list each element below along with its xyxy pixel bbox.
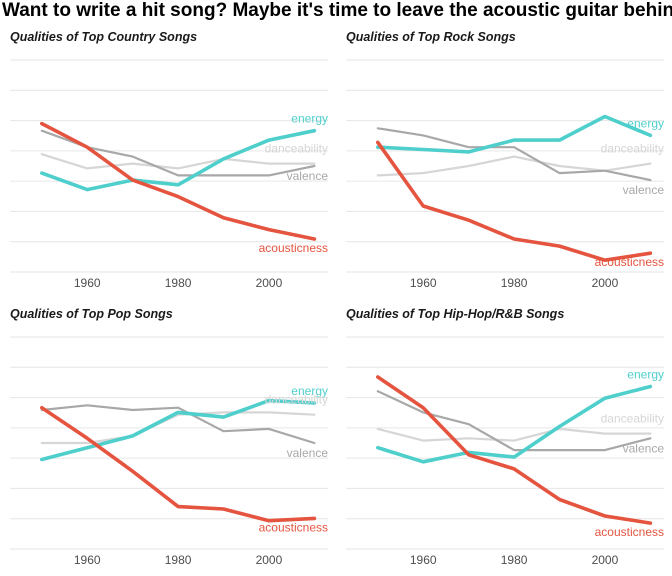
- series-line-danceability: [376, 427, 652, 442]
- chart-svg: 1960 1980 2000 energy danceability valence aco…: [346, 59, 665, 290]
- x-tick-label: 1960: [410, 553, 437, 567]
- panel-title: Qualities of Top Rock Songs: [346, 30, 516, 44]
- series-line-acousticness: [39, 405, 317, 523]
- series-label-acousticness: acousticness: [259, 520, 328, 534]
- x-tick-label: 1980: [501, 553, 528, 567]
- series-label-energy: energy: [627, 367, 664, 381]
- x-tick-label: 2000: [256, 276, 283, 290]
- chart-svg: 1960 1980 2000 energy danceability valence aco…: [346, 336, 665, 567]
- x-tick-label: 2000: [592, 276, 619, 290]
- series-label-danceability: danceability: [265, 393, 328, 407]
- series-line-energy: [39, 128, 317, 192]
- panel-title: Qualities of Top Pop Songs: [10, 307, 173, 321]
- series-line-energy: [39, 398, 317, 462]
- series-label-danceability: danceability: [601, 142, 664, 156]
- series-label-acousticness: acousticness: [259, 241, 328, 255]
- series-line-valence: [376, 390, 652, 452]
- x-tick-label: 1960: [410, 276, 437, 290]
- panel-title: Qualities of Top Country Songs: [10, 30, 198, 44]
- x-tick-label: 1960: [74, 553, 101, 567]
- series-label-acousticness: acousticness: [595, 525, 664, 539]
- series-line-acousticness: [375, 375, 653, 525]
- x-tick-label: 1960: [74, 276, 101, 290]
- x-tick-label: 2000: [592, 553, 619, 567]
- series-label-energy: energy: [291, 384, 328, 398]
- series-line-acousticness: [39, 121, 317, 241]
- series-label-valence: valence: [623, 183, 665, 197]
- series-line-valence: [40, 404, 316, 445]
- x-tick-label: 2000: [256, 553, 283, 567]
- series-label-valence: valence: [287, 446, 329, 460]
- series-line-danceability: [40, 411, 316, 445]
- series-label-energy: energy: [291, 112, 328, 126]
- series-label-valence: valence: [287, 169, 329, 183]
- series-label-valence: valence: [623, 441, 665, 455]
- series-line-energy: [375, 114, 653, 154]
- series-label-danceability: danceability: [601, 412, 664, 426]
- main-title: Want to write a hit song? Maybe it's tim…: [2, 0, 672, 21]
- x-tick-label: 1980: [165, 276, 192, 290]
- series-line-danceability: [40, 153, 316, 170]
- x-tick-label: 1980: [165, 553, 192, 567]
- x-tick-label: 1980: [501, 276, 528, 290]
- series-label-acousticness: acousticness: [595, 255, 664, 269]
- series-label-danceability: danceability: [265, 142, 328, 156]
- panel-title: Qualities of Top Hip-Hop/R&B Songs: [346, 307, 565, 321]
- series-line-acousticness: [375, 140, 653, 262]
- series-label-energy: energy: [627, 116, 664, 130]
- series-line-energy: [375, 384, 653, 464]
- series-line-valence: [376, 127, 652, 182]
- chart-svg: 1960 1980 2000 energy danceability valence aco…: [10, 59, 329, 290]
